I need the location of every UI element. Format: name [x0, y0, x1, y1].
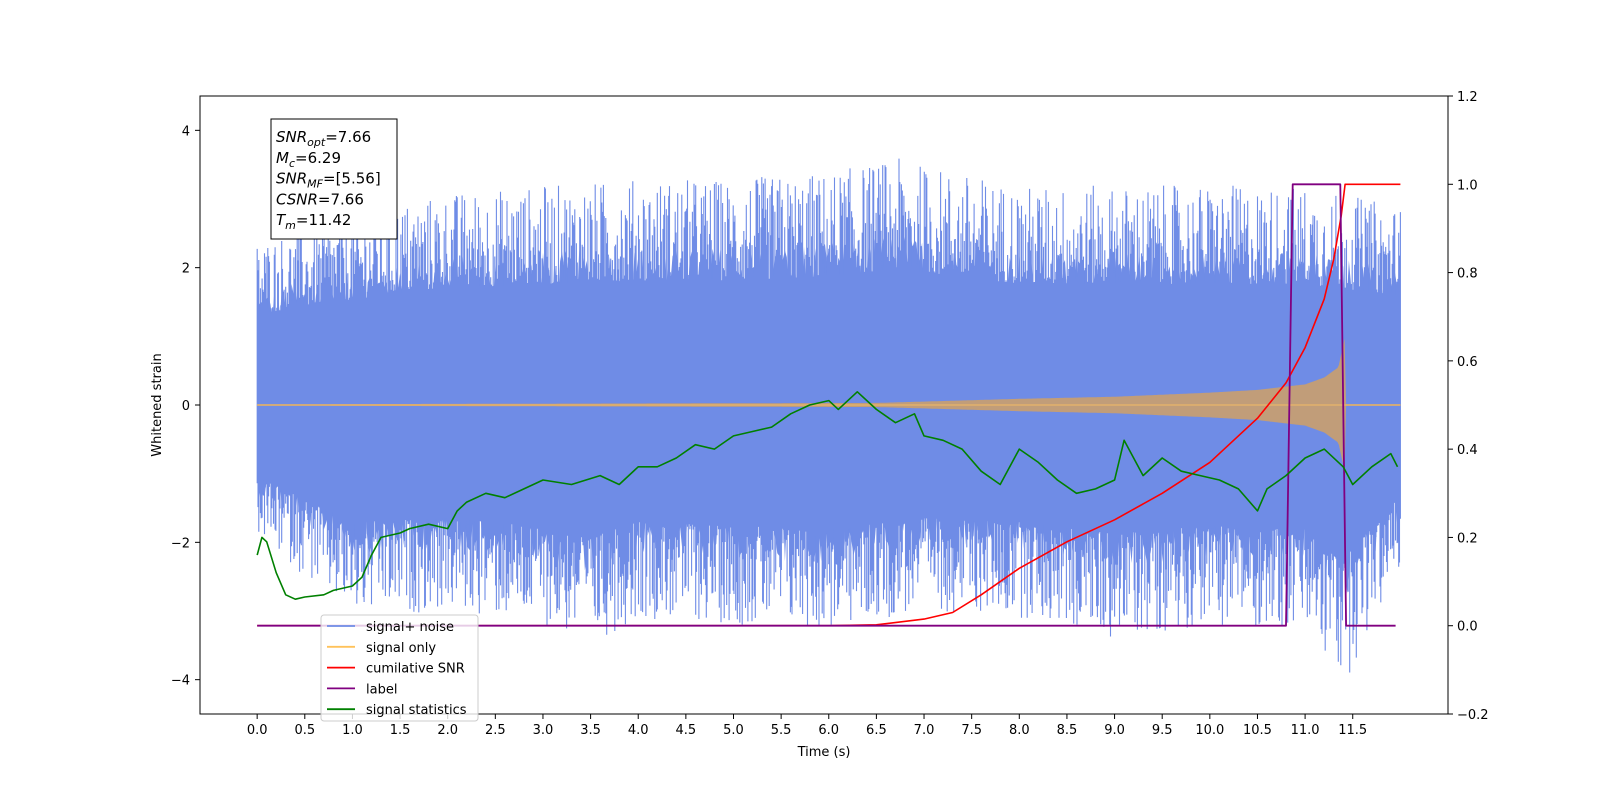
label-series — [257, 183, 1396, 627]
legend-entry: label — [366, 682, 397, 697]
x-tick-label: 1.5 — [390, 723, 411, 738]
x-axis-ticks: 0.0 0.5 1.0 1.5 2.0 2.5 3.0 3.5 4.0 4.5 5.0 5.5 6.0 6… — [247, 714, 1367, 738]
left-y-tick-label: 2 — [182, 262, 190, 277]
x-tick-label: 0.5 — [294, 723, 315, 738]
x-tick-label: 11.0 — [1291, 723, 1320, 738]
x-tick-label: 9.5 — [1152, 723, 1173, 738]
left-y-tick-label: −4 — [171, 674, 190, 689]
info-box-frame — [270, 118, 398, 240]
right-y-tick-label: 1.2 — [1457, 90, 1478, 105]
x-tick-label: 10.5 — [1243, 723, 1272, 738]
left-y-tick-label: 0 — [182, 399, 190, 414]
x-tick-label: 8.5 — [1057, 723, 1078, 738]
x-tick-label: 7.0 — [914, 723, 935, 738]
info-box-line: CSNR=7.66 — [276, 190, 364, 208]
x-tick-label: 4.5 — [676, 723, 697, 738]
legend-entry: signal statistics — [366, 703, 467, 718]
left-y-axis-ticks: 4 2 0 −2 −4 — [171, 124, 200, 689]
x-tick-label: 5.5 — [771, 723, 792, 738]
x-tick-label: 8.0 — [1009, 723, 1030, 738]
x-tick-label: 7.5 — [961, 723, 982, 738]
right-y-tick-label: 0.2 — [1457, 531, 1478, 546]
x-tick-label: 10.0 — [1195, 723, 1224, 738]
right-y-axis-ticks: 1.2 1.0 0.8 0.6 0.4 0.2 0.0 −0.2 — [1448, 90, 1489, 723]
info-box-line: SNRMF=[5.56] — [276, 170, 381, 191]
x-tick-label: 4.0 — [628, 723, 649, 738]
x-tick-label: 6.0 — [818, 723, 839, 738]
legend-entry: cumilative SNR — [366, 662, 465, 677]
info-box-line: SNRopt=7.66 — [276, 128, 371, 149]
x-tick-label: 2.0 — [437, 723, 458, 738]
x-tick-label: 11.5 — [1338, 723, 1367, 738]
left-y-tick-label: −2 — [171, 536, 190, 551]
legend-entry: signal only — [366, 641, 436, 656]
left-y-axis-label: Whitened strain — [150, 353, 165, 456]
x-axis-label: Time (s) — [797, 745, 851, 760]
legend-entry: signal+ noise — [366, 620, 454, 635]
right-y-tick-label: −0.2 — [1457, 708, 1489, 723]
right-y-tick-label: 0.4 — [1457, 443, 1478, 458]
right-y-tick-label: 1.0 — [1457, 178, 1478, 193]
left-y-tick-label: 4 — [182, 124, 190, 139]
x-tick-label: 5.0 — [723, 723, 744, 738]
right-y-tick-label: 0.6 — [1457, 355, 1478, 370]
info-box-line: Tm=11.42 — [276, 211, 351, 232]
x-tick-label: 6.5 — [866, 723, 887, 738]
cumilative-snr-series — [257, 183, 1401, 627]
x-tick-label: 0.0 — [247, 723, 268, 738]
signal-statistics-series — [256, 390, 1399, 601]
x-tick-label: 2.5 — [485, 723, 506, 738]
x-tick-label: 9.0 — [1104, 723, 1125, 738]
right-y-tick-label: 0.8 — [1457, 267, 1478, 282]
info-box-line: Mc=6.29 — [276, 149, 341, 170]
x-tick-label: 3.0 — [533, 723, 554, 738]
x-tick-label: 1.0 — [342, 723, 363, 738]
right-y-tick-label: 0.0 — [1457, 620, 1478, 635]
x-tick-label: 3.5 — [580, 723, 601, 738]
series-layer — [256, 158, 1401, 673]
legend: signal+ noise signal only cumilative SNR la… — [320, 614, 479, 722]
legend-frame — [320, 614, 479, 722]
